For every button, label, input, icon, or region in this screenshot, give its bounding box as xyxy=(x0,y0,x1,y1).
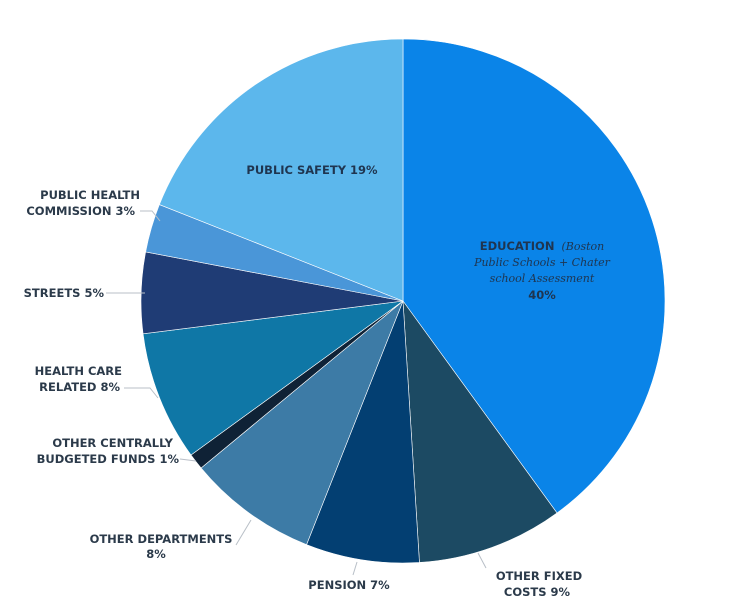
label-education-detail-c: school Assessment xyxy=(490,272,595,285)
label-education: EDUCATION (Boston Public Schools + Chate… xyxy=(473,237,611,302)
svg-text:EDUCATION (Boston: EDUCATION (Boston xyxy=(480,237,605,254)
pie-slices xyxy=(140,38,666,564)
label-other-central-1: OTHER CENTRALLY xyxy=(52,436,173,450)
label-education-name: EDUCATION xyxy=(480,239,555,253)
pie-slice-other-departments xyxy=(200,300,404,545)
label-education-detail-b: Public Schools + Chater xyxy=(473,256,611,269)
label-health-care-1: HEALTH CARE xyxy=(35,364,122,378)
label-other-depts-1: OTHER DEPARTMENTS xyxy=(90,532,233,546)
label-other-fixed-2: COSTS 9% xyxy=(504,585,571,599)
pie-slice-public-safety xyxy=(159,38,404,302)
pie-slice-health-care-related xyxy=(142,300,404,456)
label-other-depts-2: 8% xyxy=(146,547,166,561)
leader-public-health xyxy=(140,210,161,222)
pie-slice-pension xyxy=(306,300,420,564)
label-other-fixed-1: OTHER FIXED xyxy=(496,569,582,583)
leader-other-depts xyxy=(235,519,252,546)
label-public-safety: PUBLIC SAFETY 19% xyxy=(246,163,378,177)
label-public-health-1: PUBLIC HEALTH xyxy=(40,188,140,202)
label-streets: STREETS 5% xyxy=(24,286,105,300)
label-health-care-2: RELATED 8% xyxy=(39,380,120,394)
label-public-health-2: COMMISSION 3% xyxy=(26,204,135,218)
leader-other-central xyxy=(179,458,197,462)
pie-slice-other-fixed-costs xyxy=(402,299,558,563)
leader-health-care xyxy=(124,387,159,399)
label-other-central-2: BUDGETED FUNDS 1% xyxy=(37,452,180,466)
leader-other-fixed xyxy=(477,552,487,569)
leader-pension xyxy=(352,561,358,576)
leader-lines xyxy=(106,210,487,576)
label-education-detail-a: (Boston xyxy=(561,240,604,253)
label-education-pct: 40% xyxy=(528,288,556,302)
pie-slice-education xyxy=(402,38,666,514)
label-pension: PENSION 7% xyxy=(308,578,390,592)
